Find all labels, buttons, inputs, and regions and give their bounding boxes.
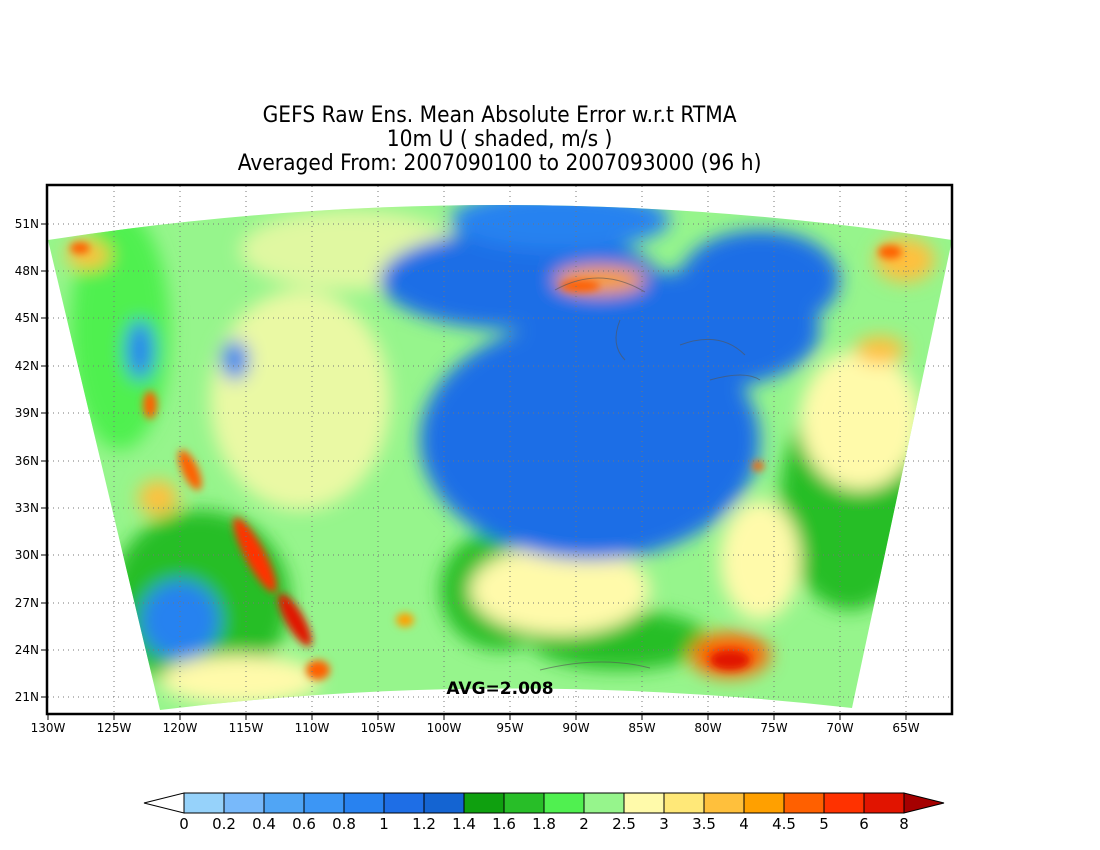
- lat-tick-label: 45N: [15, 311, 39, 325]
- colorbar-swatch: [463, 792, 505, 814]
- colorbar-label: 0.2: [212, 815, 236, 833]
- lon-tick-label: 100W: [427, 721, 462, 735]
- colorbar-underflow-arrow: [143, 792, 185, 814]
- colorbar-swatch: [343, 792, 385, 814]
- colorbar-swatch: [383, 792, 425, 814]
- colorbar-label: 0.8: [332, 815, 356, 833]
- lat-tick-label: 39N: [15, 406, 39, 420]
- average-label: AVG=2.008: [446, 679, 553, 699]
- colorbar-label: 0: [179, 815, 189, 833]
- colorbar-label: 2.5: [612, 815, 636, 833]
- colorbar-label: 8: [899, 815, 909, 833]
- colorbar-swatch: [543, 792, 585, 814]
- colorbar-swatch: [423, 792, 465, 814]
- colorbar-swatch: [703, 792, 745, 814]
- lat-tick-label: 33N: [15, 501, 39, 515]
- colorbar-swatch: [223, 792, 265, 814]
- colorbar-labels: 0 0.2 0.4 0.6 0.8 1 1.2 1.4 1.6 1.8 2 2.5 3 3.5 4 4.5 5 6…: [179, 815, 909, 833]
- lon-tick-label: 130W: [31, 721, 66, 735]
- colorbar: [143, 792, 945, 814]
- colorbar-swatch: [583, 792, 625, 814]
- map-title-line-1: GEFS Raw Ens. Mean Absolute Error w.r.t …: [262, 103, 737, 128]
- lat-tick-label: 30N: [15, 548, 39, 562]
- colorbar-label: 2: [579, 815, 589, 833]
- lon-tick-label: 105W: [361, 721, 396, 735]
- lat-tick-label: 48N: [15, 264, 39, 278]
- colorbar-label: 6: [859, 815, 869, 833]
- lat-tick-label: 27N: [15, 596, 39, 610]
- map-gridlines: [48, 186, 952, 714]
- lon-tick-label: 115W: [229, 721, 264, 735]
- map-title-line-2: 10m U ( shaded, m/s ): [386, 127, 613, 152]
- colorbar-swatch: [503, 792, 545, 814]
- colorbar-label: 1.8: [532, 815, 556, 833]
- colorbar-swatch: [663, 792, 705, 814]
- lat-tick-label: 24N: [15, 643, 39, 657]
- lon-tick-label: 85W: [628, 721, 655, 735]
- lon-tick-label: 110W: [295, 721, 330, 735]
- lon-tick-label: 90W: [562, 721, 589, 735]
- colorbar-label: 4: [739, 815, 749, 833]
- colorbar-label: 1.6: [492, 815, 516, 833]
- error-field: [48, 205, 952, 710]
- colorbar-swatch: [863, 792, 905, 814]
- lat-axis: [41, 223, 47, 698]
- lon-axis: [47, 714, 907, 720]
- colorbar-label: 1: [379, 815, 389, 833]
- colorbar-label: 3: [659, 815, 669, 833]
- colorbar-label: 0.4: [252, 815, 276, 833]
- colorbar-label: 4.5: [772, 815, 796, 833]
- lat-tick-label: 42N: [15, 359, 39, 373]
- lon-tick-label: 70W: [826, 721, 853, 735]
- colorbar-swatch: [183, 792, 225, 814]
- map-frame: [45, 183, 954, 716]
- colorbar-label: 1.4: [452, 815, 476, 833]
- map-title-line-3: Averaged From: 2007090100 to 2007093000 …: [237, 151, 762, 176]
- colorbar-swatch: [743, 792, 785, 814]
- colorbar-swatch: [623, 792, 665, 814]
- lon-tick-label: 80W: [694, 721, 721, 735]
- colorbar-swatch: [303, 792, 345, 814]
- colorbar-label: 3.5: [692, 815, 716, 833]
- lon-tick-label: 65W: [892, 721, 919, 735]
- colorbar-swatch: [263, 792, 305, 814]
- lon-tick-label: 95W: [496, 721, 523, 735]
- coastline-lines: [539, 277, 761, 671]
- colorbar-label: 5: [819, 815, 829, 833]
- lat-tick-label: 21N: [15, 690, 39, 704]
- colorbar-swatch: [783, 792, 825, 814]
- lon-tick-label: 125W: [97, 721, 132, 735]
- lat-tick-label: 51N: [15, 217, 39, 231]
- lon-tick-label: 75W: [760, 721, 787, 735]
- lon-tick-label: 120W: [163, 721, 198, 735]
- colorbar-label: 1.2: [412, 815, 436, 833]
- colorbar-swatch: [823, 792, 865, 814]
- colorbar-overflow-arrow: [903, 792, 945, 814]
- lat-tick-label: 36N: [15, 454, 39, 468]
- colorbar-label: 0.6: [292, 815, 316, 833]
